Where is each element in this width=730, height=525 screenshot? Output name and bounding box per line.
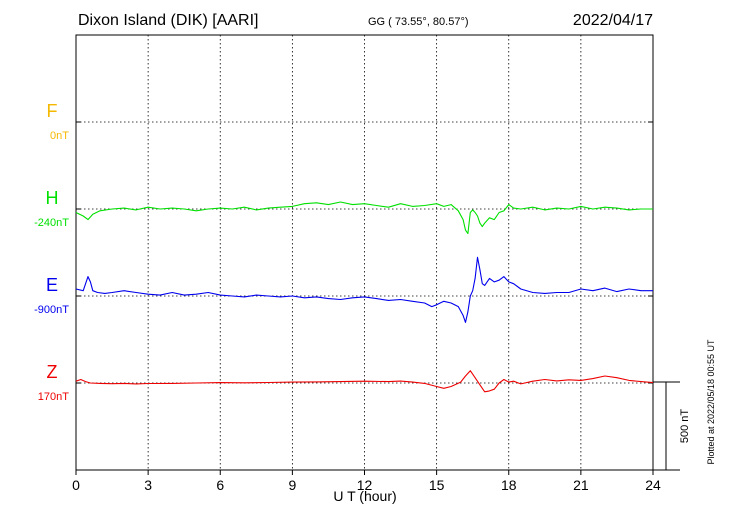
x-tick-label: 6: [216, 477, 224, 493]
series-name-e: E: [46, 275, 58, 295]
plotted-timestamp: Plotted at 2022/05/18 00:55 UT: [706, 339, 716, 465]
series-line-e: [75, 256, 653, 323]
x-tick-label: 15: [429, 477, 445, 493]
station-title: Dixon Island (DIK) [AARI]: [78, 12, 259, 29]
x-tick-label: 18: [501, 477, 517, 493]
scale-bar-label: 500 nT: [679, 409, 691, 444]
x-tick-label: 12: [357, 477, 373, 493]
series-baseline-f: 0nT: [50, 130, 69, 142]
series-name-f: F: [47, 101, 58, 121]
series-name-z: Z: [47, 362, 58, 382]
grid: [76, 35, 653, 470]
series-name-h: H: [46, 188, 59, 208]
series-labels: F 0nT H -240nT E -900nT Z 170nT: [34, 101, 69, 403]
series-lines: [75, 201, 654, 393]
series-baseline-e: -900nT: [34, 304, 69, 316]
date-label: 2022/04/17: [573, 12, 653, 29]
x-tick-label: 0: [72, 477, 80, 493]
x-axis-ticks: 0 3 6 9 12 15 18 21 24: [72, 470, 661, 493]
scale-bar: 500 nT: [653, 381, 691, 471]
series-baseline-h: -240nT: [34, 217, 69, 229]
series-line-z: [75, 370, 654, 393]
series-baseline-z: 170nT: [38, 391, 69, 403]
station-coordinates: GG ( 73.55°, 80.57°): [368, 16, 469, 28]
x-tick-label: 9: [288, 477, 296, 493]
x-tick-label: 24: [645, 477, 661, 493]
x-axis-label: U T (hour): [333, 488, 396, 504]
x-tick-label: 3: [144, 477, 152, 493]
series-line-h: [75, 201, 653, 235]
x-tick-label: 21: [573, 477, 589, 493]
